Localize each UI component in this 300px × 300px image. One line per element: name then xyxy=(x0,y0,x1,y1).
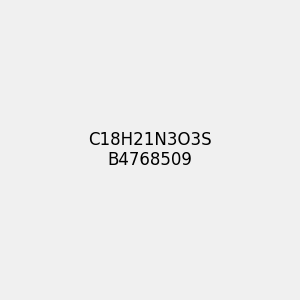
Text: C18H21N3O3S
B4768509: C18H21N3O3S B4768509 xyxy=(88,130,212,170)
